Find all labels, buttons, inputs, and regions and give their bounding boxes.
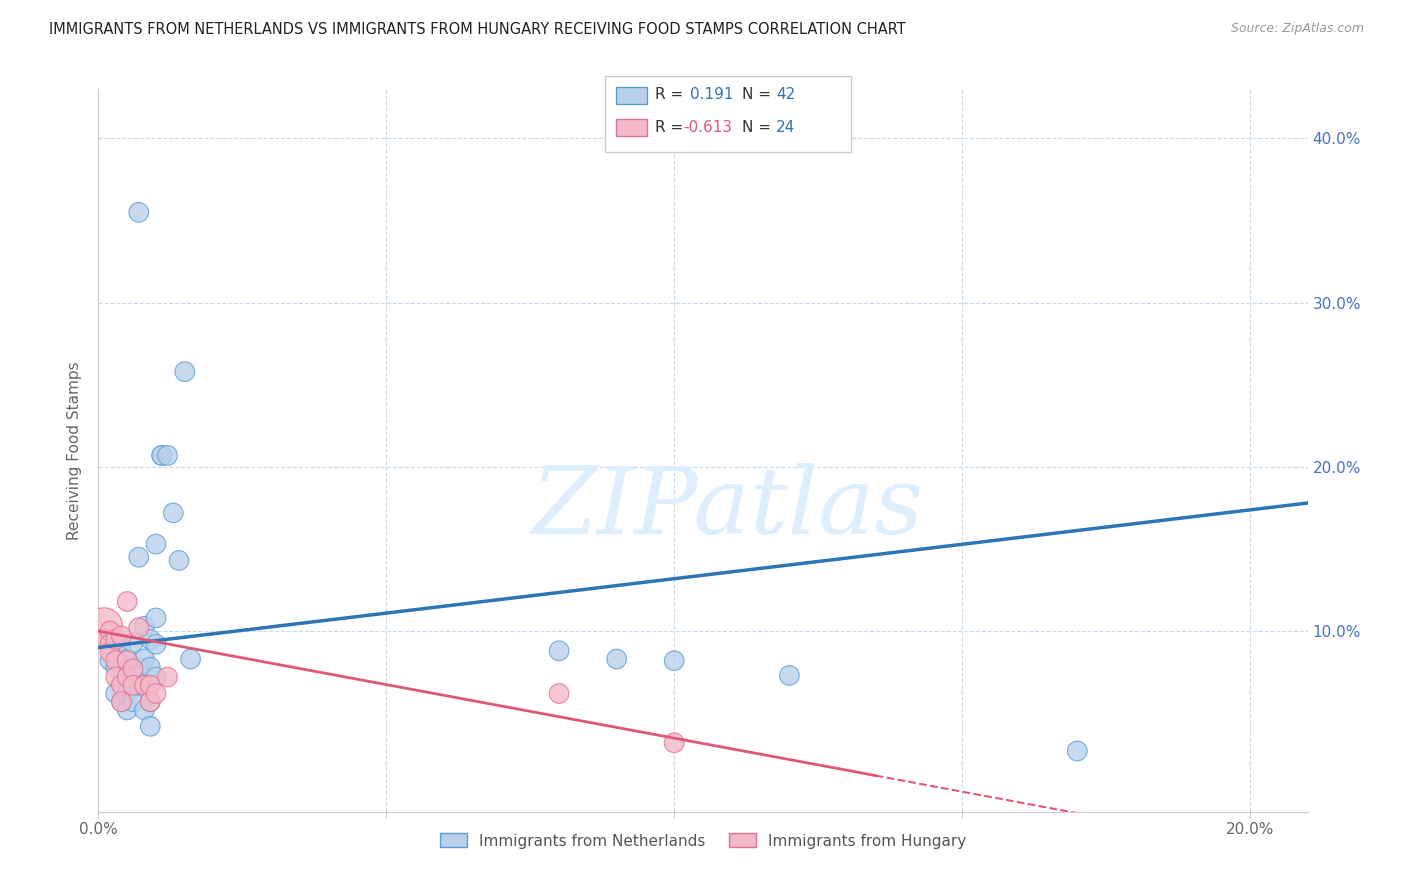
- Text: 24: 24: [776, 120, 796, 135]
- Point: [134, 652, 156, 666]
- Point: [139, 632, 162, 647]
- Point: [104, 632, 127, 647]
- Point: [122, 695, 145, 709]
- Point: [104, 686, 127, 700]
- Point: [548, 644, 571, 658]
- Point: [110, 676, 132, 690]
- Point: [98, 654, 121, 668]
- Point: [145, 611, 167, 625]
- Point: [134, 703, 156, 717]
- Point: [1066, 744, 1088, 758]
- Point: [115, 654, 138, 668]
- Point: [93, 632, 115, 647]
- Point: [128, 678, 150, 692]
- Point: [150, 449, 173, 463]
- Text: IMMIGRANTS FROM NETHERLANDS VS IMMIGRANTS FROM HUNGARY RECEIVING FOOD STAMPS COR: IMMIGRANTS FROM NETHERLANDS VS IMMIGRANT…: [49, 22, 905, 37]
- Point: [548, 686, 571, 700]
- Text: ZIPatlas: ZIPatlas: [531, 463, 924, 553]
- Point: [145, 686, 167, 700]
- Point: [115, 594, 138, 608]
- Point: [122, 678, 145, 692]
- Point: [110, 695, 132, 709]
- Point: [115, 670, 138, 684]
- Point: [115, 703, 138, 717]
- Point: [139, 695, 162, 709]
- Point: [167, 553, 190, 567]
- Point: [180, 652, 202, 666]
- Point: [98, 637, 121, 651]
- Point: [122, 662, 145, 676]
- Point: [110, 678, 132, 692]
- Point: [156, 670, 179, 684]
- Point: [664, 654, 686, 668]
- Text: N =: N =: [742, 87, 772, 103]
- Point: [104, 670, 127, 684]
- Point: [128, 205, 150, 219]
- Point: [115, 686, 138, 700]
- Point: [104, 660, 127, 674]
- Text: N =: N =: [742, 120, 772, 135]
- Point: [110, 644, 132, 658]
- Point: [128, 621, 150, 635]
- Point: [606, 652, 628, 666]
- Point: [93, 619, 115, 633]
- Point: [145, 537, 167, 551]
- Text: R =: R =: [655, 120, 683, 135]
- Point: [778, 668, 800, 682]
- Point: [134, 678, 156, 692]
- Text: R =: R =: [655, 87, 683, 103]
- Point: [115, 652, 138, 666]
- Point: [162, 506, 184, 520]
- Point: [128, 660, 150, 674]
- Point: [145, 670, 167, 684]
- Point: [145, 637, 167, 651]
- Point: [664, 736, 686, 750]
- Point: [150, 449, 173, 463]
- Y-axis label: Receiving Food Stamps: Receiving Food Stamps: [67, 361, 83, 540]
- Point: [122, 662, 145, 676]
- Point: [104, 654, 127, 668]
- Point: [139, 719, 162, 733]
- Point: [110, 695, 132, 709]
- Text: Source: ZipAtlas.com: Source: ZipAtlas.com: [1230, 22, 1364, 36]
- Text: -0.613: -0.613: [683, 120, 733, 135]
- Point: [115, 670, 138, 684]
- Point: [156, 449, 179, 463]
- Point: [139, 695, 162, 709]
- Point: [98, 645, 121, 659]
- Point: [139, 660, 162, 674]
- Point: [139, 678, 162, 692]
- Point: [134, 619, 156, 633]
- Text: 0.191: 0.191: [690, 87, 734, 103]
- Legend: Immigrants from Netherlands, Immigrants from Hungary: Immigrants from Netherlands, Immigrants …: [433, 828, 973, 855]
- Text: 42: 42: [776, 87, 796, 103]
- Point: [110, 629, 132, 643]
- Point: [98, 624, 121, 639]
- Point: [122, 635, 145, 649]
- Point: [122, 678, 145, 692]
- Point: [93, 632, 115, 647]
- Point: [128, 550, 150, 565]
- Point: [173, 365, 195, 379]
